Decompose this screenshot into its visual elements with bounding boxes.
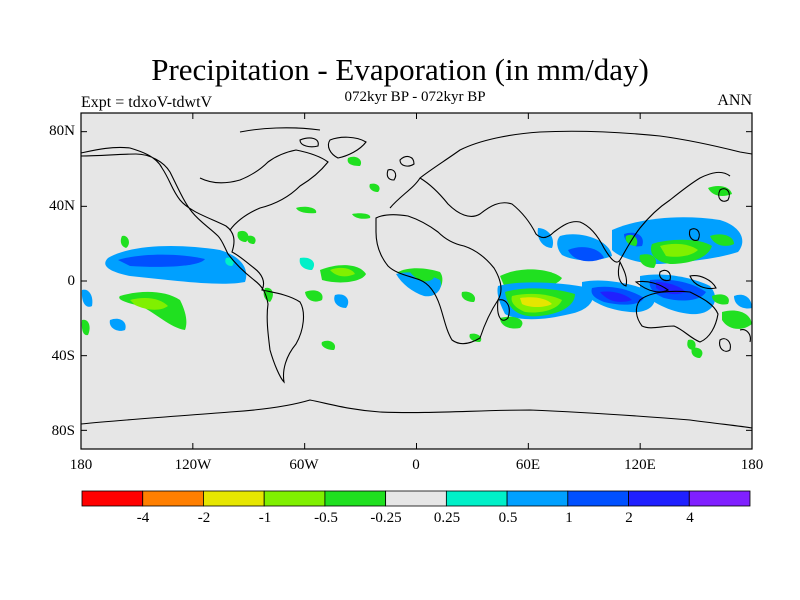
colorbar-label: 1 [565,510,573,526]
anomaly-fields [81,156,752,358]
colorbar-swatch [81,490,144,507]
experiment-label: Expt = tdxoV-tdwtV [81,94,213,111]
colorbar-swatch [628,490,690,507]
figure-title: Precipitation - Evaporation (in mm/day) [151,52,649,87]
lat-label-80S: 80S [52,423,75,439]
colorbar-label: -2 [198,510,211,526]
colorbar-swatch [567,490,629,507]
coastlines [81,127,752,429]
colorbar-label: -4 [137,510,150,526]
lon-label-180-left: 180 [70,457,93,473]
season-label: ANN [717,92,752,109]
lon-label-60W: 60W [289,457,319,473]
colorbar-swatch [142,490,204,507]
lon-label-0: 0 [412,457,420,473]
period-label: 072kyr BP - 072kyr BP [344,89,486,105]
colorbar-swatch [688,490,751,507]
colorbar-swatch [385,490,447,507]
colorbar-swatch [203,490,265,507]
lat-label-80N: 80N [49,123,75,139]
axis-ticks [80,113,753,449]
colorbar [81,490,751,507]
lat-label-0: 0 [68,273,76,289]
colorbar-label: 2 [625,510,633,526]
lon-label-180-right: 180 [741,457,764,473]
colorbar-swatch [445,490,508,507]
colorbar-swatch [263,490,326,507]
colorbar-swatch [324,490,387,507]
colorbar-label: -0.5 [314,510,338,526]
colorbar-label: -0.25 [370,510,401,526]
colorbar-label: 0.25 [434,510,460,526]
colorbar-labels: -4 -2 -1 -0.5 -0.25 0.25 0.5 1 2 4 [137,510,695,526]
lon-label-120W: 120W [175,457,213,473]
colorbar-label: 4 [686,510,694,526]
latitude-labels: 80N 40N 0 40S 80S [49,123,75,439]
colorbar-label: -1 [259,510,272,526]
colorbar-swatch [506,490,569,507]
lat-label-40S: 40S [52,348,75,364]
lon-label-60E: 60E [516,457,540,473]
colorbar-label: 0.5 [499,510,518,526]
longitude-labels: 180 120W 60W 0 60E 120E 180 [70,457,764,473]
lon-label-120E: 120E [624,457,656,473]
lat-label-40N: 40N [49,198,75,214]
